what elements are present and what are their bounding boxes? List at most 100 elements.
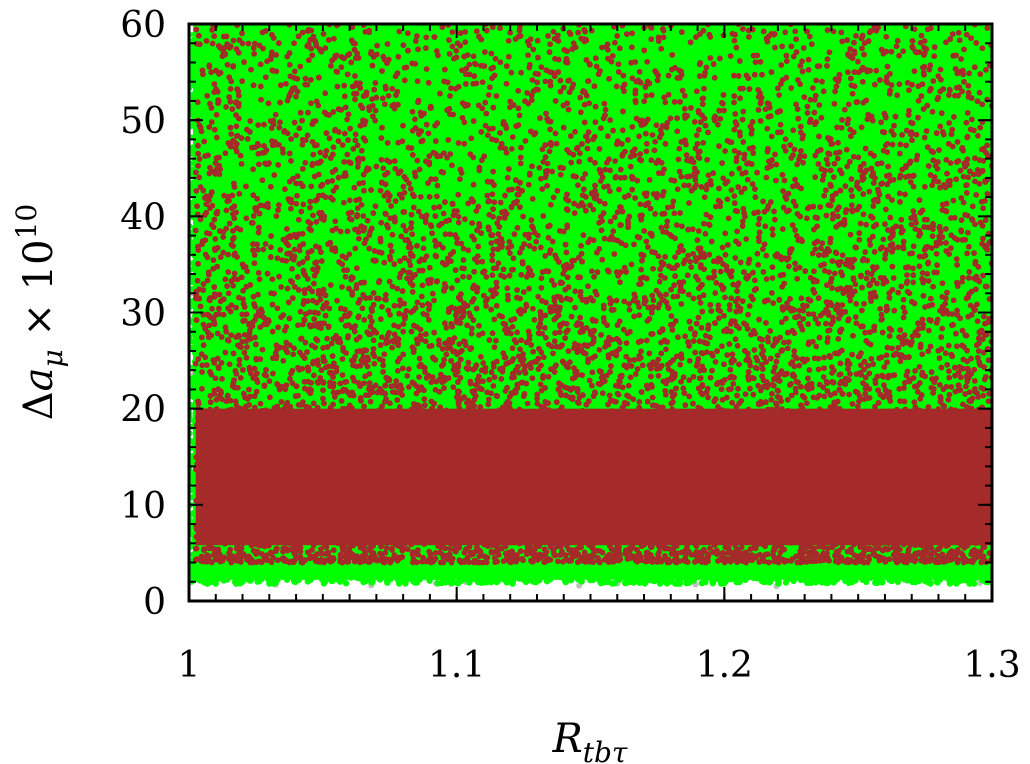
- green-point: [497, 563, 505, 570]
- green-point: [658, 570, 665, 577]
- green-point: [818, 579, 826, 586]
- green-point: [825, 577, 832, 584]
- green-point: [550, 566, 557, 573]
- green-point: [532, 571, 539, 578]
- green-point: [201, 100, 208, 107]
- green-point: [630, 572, 637, 579]
- green-point: [426, 571, 433, 578]
- green-point: [342, 580, 350, 587]
- green-point: [487, 579, 495, 586]
- green-point: [512, 570, 519, 577]
- green-point: [247, 577, 254, 584]
- green-point: [867, 574, 874, 581]
- data-points: [189, 24, 992, 590]
- green-point: [215, 563, 222, 571]
- green-point: [710, 571, 718, 578]
- green-point: [355, 571, 362, 579]
- green-point: [693, 565, 701, 572]
- green-point: [589, 576, 597, 584]
- green-point: [447, 579, 455, 586]
- green-point: [693, 573, 700, 580]
- green-point: [668, 578, 675, 585]
- green-point: [218, 571, 225, 578]
- green-point: [763, 578, 770, 585]
- green-point: [794, 565, 801, 573]
- green-point: [704, 568, 712, 575]
- green-point: [199, 53, 206, 59]
- green-point: [876, 577, 883, 585]
- green-point: [730, 575, 737, 582]
- green-point: [613, 565, 620, 573]
- green-point: [581, 568, 589, 575]
- green-point: [190, 382, 197, 389]
- green-point: [193, 111, 200, 117]
- green-point: [283, 576, 291, 583]
- green-point: [852, 569, 859, 576]
- green-point: [562, 578, 569, 586]
- green-point: [360, 578, 367, 586]
- green-point: [932, 567, 940, 574]
- green-point: [969, 575, 976, 582]
- green-point: [558, 573, 565, 581]
- green-point: [502, 577, 510, 584]
- green-point: [400, 569, 407, 577]
- green-point: [200, 579, 208, 586]
- green-point: [194, 339, 201, 346]
- green-point: [606, 568, 613, 575]
- green-point: [236, 568, 244, 576]
- green-point: [461, 576, 468, 583]
- green-point: [197, 379, 204, 385]
- green-point: [402, 580, 409, 587]
- green-point: [956, 576, 963, 584]
- green-point: [736, 578, 743, 586]
- green-point: [198, 84, 205, 91]
- green-point: [662, 578, 669, 585]
- green-point: [509, 580, 516, 587]
- green-point: [273, 565, 281, 572]
- green-point: [475, 578, 482, 586]
- green-point: [827, 564, 835, 571]
- green-point: [709, 580, 717, 587]
- green-point: [481, 576, 488, 583]
- green-point: [942, 573, 949, 580]
- green-point: [685, 574, 692, 581]
- green-point: [946, 580, 954, 587]
- green-point: [744, 569, 751, 576]
- green-point: [718, 580, 725, 587]
- green-point: [261, 569, 268, 576]
- green-point: [832, 575, 840, 583]
- green-point: [189, 144, 196, 151]
- green-point: [369, 572, 376, 579]
- green-point: [387, 575, 394, 583]
- green-point: [255, 578, 263, 585]
- green-point: [516, 575, 523, 582]
- green-point: [209, 575, 216, 582]
- green-point: [526, 572, 533, 579]
- green-point: [489, 569, 496, 577]
- green-point: [368, 579, 375, 586]
- green-point: [189, 260, 196, 266]
- green-point: [191, 55, 198, 62]
- green-point: [840, 571, 847, 579]
- green-point: [920, 570, 927, 577]
- green-point: [775, 577, 782, 584]
- green-point: [200, 161, 207, 168]
- green-point: [291, 577, 298, 585]
- green-point: [385, 564, 393, 572]
- green-point: [933, 578, 940, 585]
- green-point: [715, 563, 722, 570]
- green-point: [329, 574, 336, 582]
- green-point: [191, 375, 198, 381]
- green-point: [865, 568, 872, 575]
- green-point: [702, 578, 709, 586]
- green-point: [652, 575, 660, 582]
- green-point: [954, 567, 962, 575]
- green-point: [859, 576, 866, 583]
- green-point: [950, 574, 957, 581]
- green-point: [484, 564, 491, 572]
- green-point: [303, 565, 310, 572]
- green-point: [804, 579, 811, 587]
- green-point: [899, 573, 906, 581]
- green-point: [306, 572, 313, 579]
